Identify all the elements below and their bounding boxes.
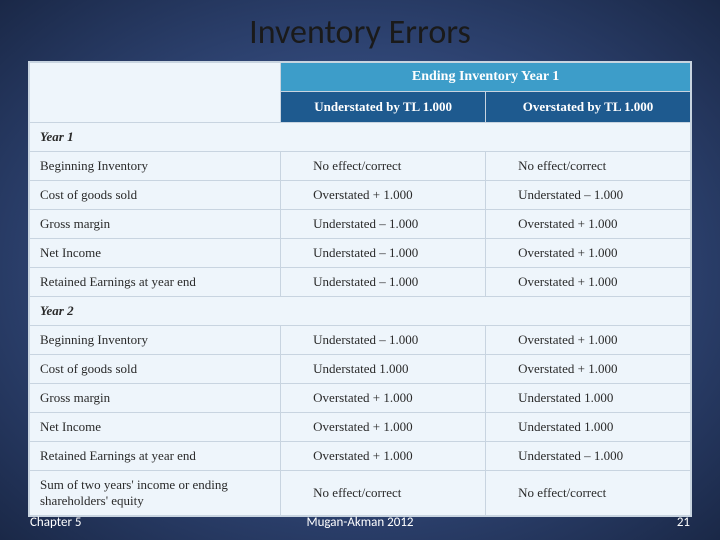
cell-overstated: Understated – 1.000: [486, 181, 691, 210]
cell-understated: No effect/correct: [281, 152, 486, 181]
section-year2: Year 2: [30, 297, 691, 326]
row-label: Beginning Inventory: [30, 152, 281, 181]
cell-understated: Understated – 1.000: [281, 239, 486, 268]
cell-overstated: Understated 1.000: [486, 413, 691, 442]
section-label: Year 2: [30, 297, 691, 326]
table-row: Gross margin Overstated + 1.000 Understa…: [30, 384, 691, 413]
table-row: Sum of two years' income or ending share…: [30, 471, 691, 516]
cell-understated: Overstated + 1.000: [281, 384, 486, 413]
row-label: Cost of goods sold: [30, 355, 281, 384]
row-label: Cost of goods sold: [30, 181, 281, 210]
table-row: Gross margin Understated – 1.000 Oversta…: [30, 210, 691, 239]
cell-understated: Understated – 1.000: [281, 326, 486, 355]
cell-understated: Understated 1.000: [281, 355, 486, 384]
row-label: Beginning Inventory: [30, 326, 281, 355]
cell-overstated: No effect/correct: [486, 152, 691, 181]
section-year1: Year 1: [30, 123, 691, 152]
footer: Chapter 5 Mugan-Akman 2012 21: [0, 515, 720, 530]
cell-understated: Overstated + 1.000: [281, 181, 486, 210]
footer-center: Mugan-Akman 2012: [0, 515, 720, 530]
slide: Inventory Errors Ending Inventory Year 1…: [0, 0, 720, 540]
table-container: Ending Inventory Year 1 Understated by T…: [28, 61, 692, 517]
table-row: Retained Earnings at year end Overstated…: [30, 442, 691, 471]
cell-overstated: No effect/correct: [486, 471, 691, 516]
section-label: Year 1: [30, 123, 691, 152]
cell-overstated: Overstated + 1.000: [486, 268, 691, 297]
cell-overstated: Understated 1.000: [486, 384, 691, 413]
row-label: Sum of two years' income or ending share…: [30, 471, 281, 516]
cell-overstated: Understated – 1.000: [486, 442, 691, 471]
table-row: Net Income Understated – 1.000 Overstate…: [30, 239, 691, 268]
cell-overstated: Overstated + 1.000: [486, 326, 691, 355]
row-label: Net Income: [30, 239, 281, 268]
row-label: Gross margin: [30, 210, 281, 239]
table-row: Cost of goods sold Overstated + 1.000 Un…: [30, 181, 691, 210]
cell-understated: Understated – 1.000: [281, 210, 486, 239]
cell-understated: No effect/correct: [281, 471, 486, 516]
header-top: Ending Inventory Year 1: [281, 63, 691, 92]
cell-understated: Understated – 1.000: [281, 268, 486, 297]
header-blank: [30, 63, 281, 123]
table-row: Retained Earnings at year end Understate…: [30, 268, 691, 297]
header-sub-right: Overstated by TL 1.000: [486, 92, 691, 123]
table-row: Cost of goods sold Understated 1.000 Ove…: [30, 355, 691, 384]
cell-overstated: Overstated + 1.000: [486, 355, 691, 384]
row-label: Gross margin: [30, 384, 281, 413]
row-label: Retained Earnings at year end: [30, 442, 281, 471]
inventory-errors-table: Ending Inventory Year 1 Understated by T…: [29, 62, 691, 516]
row-label: Net Income: [30, 413, 281, 442]
header-row-top: Ending Inventory Year 1: [30, 63, 691, 92]
table-row: Beginning Inventory No effect/correct No…: [30, 152, 691, 181]
cell-overstated: Overstated + 1.000: [486, 239, 691, 268]
cell-understated: Overstated + 1.000: [281, 413, 486, 442]
table-row: Beginning Inventory Understated – 1.000 …: [30, 326, 691, 355]
cell-understated: Overstated + 1.000: [281, 442, 486, 471]
header-sub-left: Understated by TL 1.000: [281, 92, 486, 123]
slide-title: Inventory Errors: [28, 12, 692, 53]
row-label: Retained Earnings at year end: [30, 268, 281, 297]
table-row: Net Income Overstated + 1.000 Understate…: [30, 413, 691, 442]
cell-overstated: Overstated + 1.000: [486, 210, 691, 239]
